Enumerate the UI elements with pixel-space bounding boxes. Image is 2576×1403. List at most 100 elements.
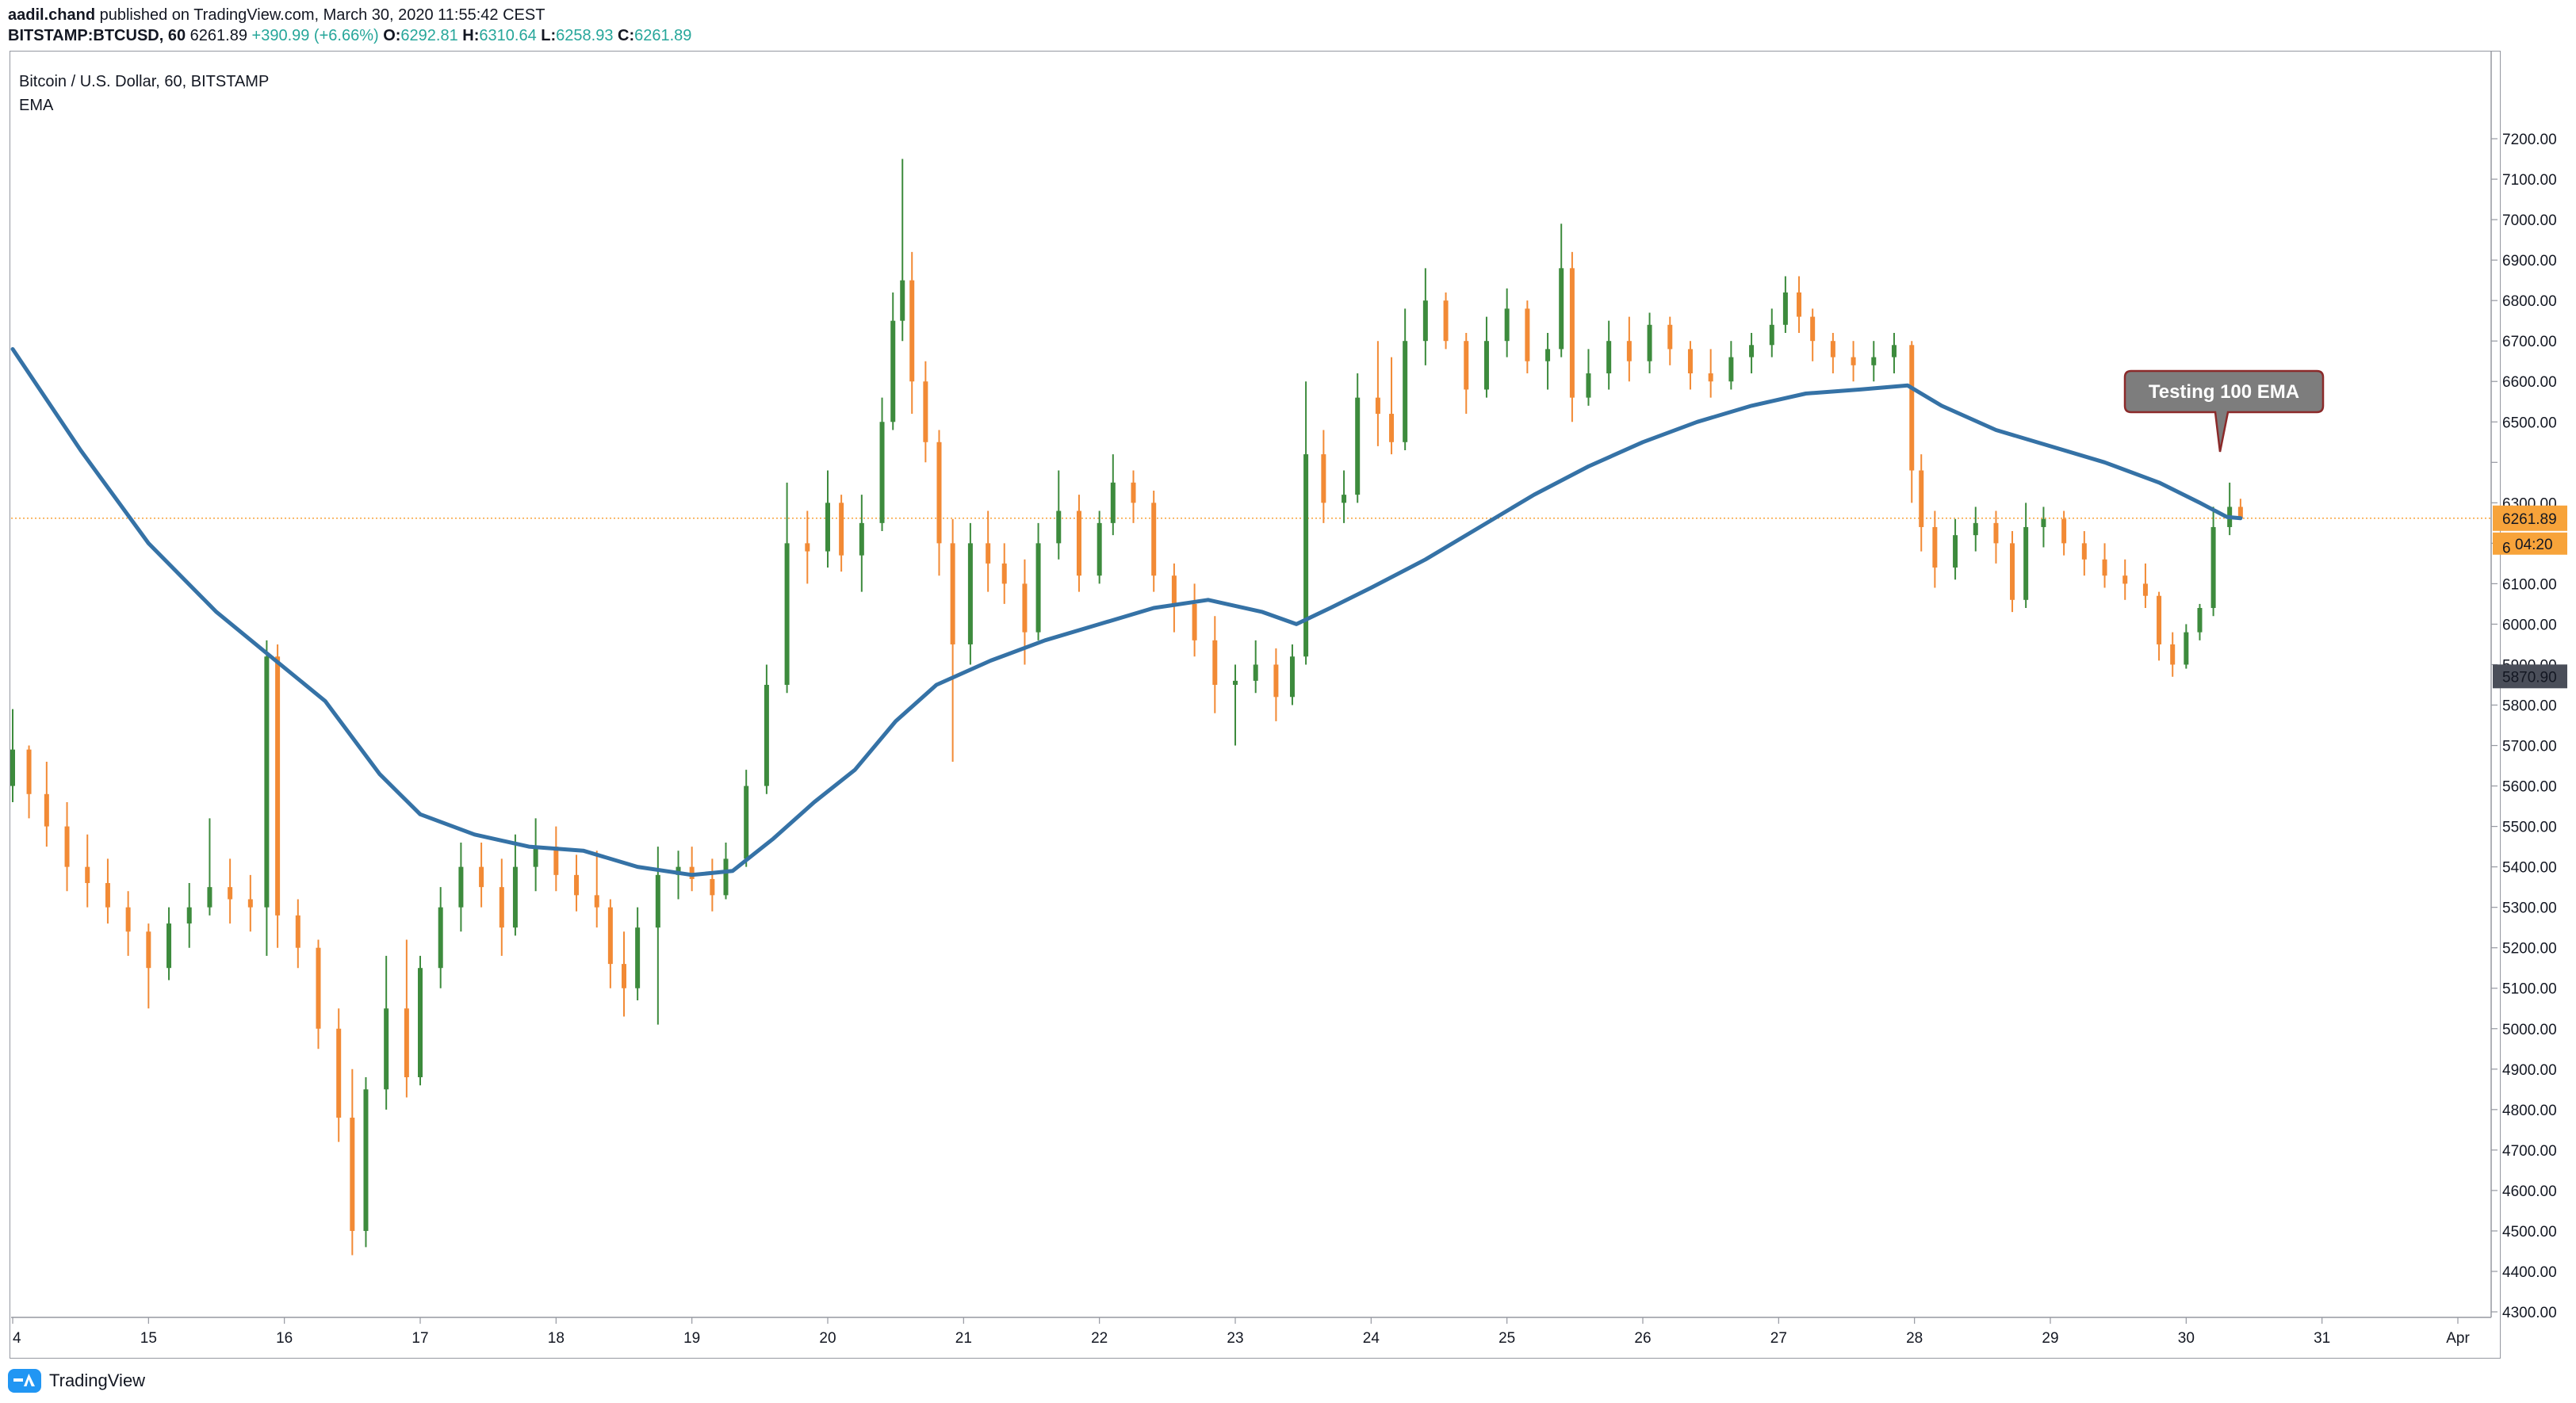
candle-down [1797, 276, 1802, 333]
candle-up [744, 770, 749, 867]
y-tick-label: 4500.00 [2502, 1224, 2557, 1241]
candle-body [1708, 373, 1713, 382]
candle-up [533, 818, 538, 892]
candle-down [689, 847, 695, 892]
candle-body [2102, 559, 2107, 576]
candle-down [1569, 251, 1575, 422]
candle-body [418, 968, 423, 1078]
candle-up [418, 955, 423, 1086]
candle-down [574, 854, 580, 912]
candle-down [622, 931, 626, 1017]
tradingview-brand[interactable]: TradingView [8, 1365, 145, 1397]
candle-body [228, 887, 233, 900]
candle-down [805, 510, 810, 584]
candle-up [10, 709, 15, 802]
candles [10, 159, 2243, 1256]
candle-up [1342, 470, 1347, 523]
x-tick-label: 26 [1634, 1330, 1651, 1347]
candle-body [744, 786, 749, 859]
candle-down [499, 858, 504, 956]
candle-body [1647, 324, 1652, 361]
candle-body [1626, 341, 1632, 361]
candle-body [479, 866, 484, 888]
candle-up [2210, 507, 2216, 617]
candle-body [923, 381, 928, 442]
candle-body [1586, 373, 1591, 398]
candle-body [839, 503, 844, 556]
candle-down [1932, 510, 1938, 588]
y-tick-label: 5800.00 [2502, 698, 2557, 715]
candle-down [64, 801, 70, 892]
candle-body [2122, 575, 2128, 584]
candle-body [404, 1008, 409, 1078]
candle-body [1504, 308, 1510, 342]
countdown-label: 04:20 [2515, 537, 2553, 553]
author-link[interactable]: aadil.chand [8, 6, 96, 24]
candle-body [1151, 503, 1157, 576]
candle-body [1973, 522, 1978, 536]
x-tick-label: 21 [955, 1330, 972, 1347]
candle-body [1545, 349, 1551, 361]
candle-down [1273, 648, 1279, 721]
candle-body [723, 858, 729, 896]
candle-body [1076, 510, 1081, 576]
x-tick-label: 27 [1770, 1330, 1787, 1347]
candle-down [247, 874, 253, 932]
candle-down [1909, 341, 1915, 503]
candle-body [1525, 308, 1530, 361]
open-label: O: [383, 27, 401, 44]
candle-body [1749, 345, 1755, 357]
candle-body [336, 1028, 342, 1118]
candle-body [1253, 664, 1258, 681]
price-tags: 6261.89 04:20 5870.90 6 [2493, 505, 2567, 689]
candle-body [1342, 495, 1347, 503]
candle-up [1647, 312, 1652, 374]
low-marker-tag [2493, 664, 2567, 689]
y-tick-label: 4400.00 [2502, 1264, 2557, 1281]
candle-body [2170, 644, 2176, 665]
publish-line: aadil.chand published on TradingView.com… [8, 5, 691, 25]
candle-up [207, 818, 212, 916]
candle-down [105, 858, 110, 924]
candle-body [1810, 316, 1816, 342]
y-tick-label: 6500.00 [2502, 415, 2557, 431]
candle-body [1667, 324, 1673, 350]
candle-body [1797, 292, 1802, 317]
candle-up [2227, 482, 2233, 536]
candle-down [2010, 531, 2015, 613]
candle-body [1289, 656, 1295, 698]
x-tick-label: Apr [2446, 1330, 2470, 1347]
countdown-tag [2493, 532, 2567, 555]
candle-up [1289, 644, 1295, 705]
candle-down [350, 1068, 355, 1256]
high-label: H: [462, 27, 480, 44]
y-tick-label: 6600.00 [2502, 374, 2557, 391]
candle-up [1483, 316, 1489, 398]
candle-down [295, 899, 300, 969]
last-price-tag [2493, 505, 2567, 531]
legend-indicator[interactable]: EMA [19, 97, 54, 114]
candle-down [909, 251, 915, 415]
candle-body [2023, 526, 2029, 600]
candle-down [1212, 616, 1218, 713]
candle-down [936, 430, 942, 576]
y-axis-ticks: 4300.00 4400.00 4500.00 4600.00 4700.00 4800.… [2491, 132, 2557, 1321]
candle-down [2157, 591, 2162, 661]
brand-name: TradingView [49, 1371, 146, 1390]
candle-down [839, 495, 844, 572]
candle-up [1769, 308, 1774, 357]
candle-up [1871, 341, 1877, 382]
candle-body [2041, 518, 2046, 527]
candle-body [1464, 341, 1469, 390]
candle-body [825, 503, 830, 552]
candle-down [1151, 491, 1157, 592]
candle-body [986, 543, 991, 564]
candle-body [1687, 349, 1693, 374]
candle-body [533, 847, 538, 867]
candle-down [1830, 332, 1835, 374]
candle-body [2010, 543, 2015, 600]
candle-up [1504, 288, 1510, 357]
candle-body [264, 656, 270, 908]
chart-frame[interactable] [10, 51, 2501, 1359]
